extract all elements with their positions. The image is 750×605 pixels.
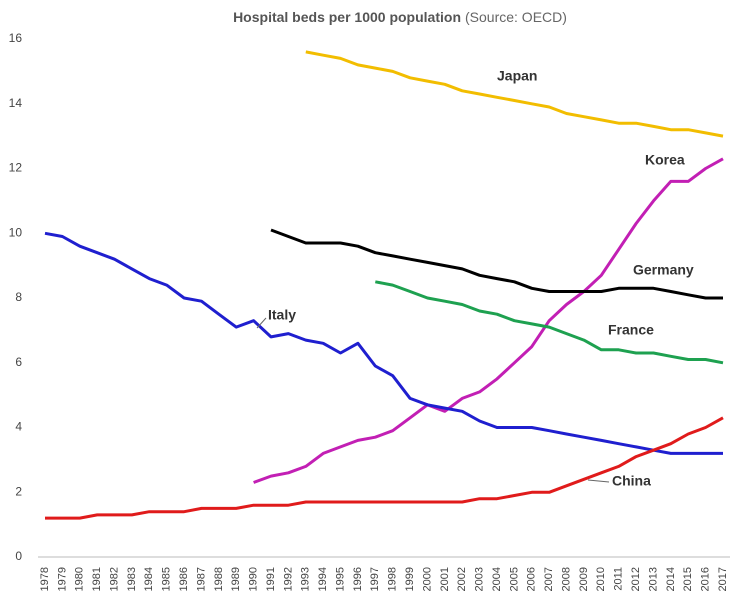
x-tick-label: 1999 [404, 567, 416, 591]
series-line [375, 280, 724, 365]
x-tick-label: 1978 [39, 567, 51, 591]
y-tick-label: 12 [9, 161, 23, 175]
x-tick-label: 1992 [282, 567, 294, 591]
x-tick-label: 2013 [647, 567, 659, 591]
x-tick-label: 1997 [369, 567, 381, 591]
series-line [44, 231, 723, 455]
y-tick-label: 2 [15, 484, 22, 498]
x-tick-label: 2017 [717, 567, 729, 591]
series-label: Japan [497, 68, 537, 84]
x-tick-label: 2016 [700, 567, 712, 591]
series-line [45, 416, 724, 520]
series-label: Germany [633, 262, 694, 278]
y-tick-label: 16 [9, 31, 23, 45]
chart-title-group: Hospital beds per 1000 population (Source… [233, 9, 567, 25]
x-tick-label: 2014 [665, 567, 677, 591]
x-tick-label: 1996 [352, 567, 364, 591]
x-tick-label: 2011 [613, 567, 625, 591]
x-tick-label: 2005 [508, 567, 520, 591]
series-label: France [608, 322, 654, 338]
x-tick-label: 1998 [387, 567, 399, 591]
x-tick-label: 2012 [630, 567, 642, 591]
x-tick-label: 1980 [74, 567, 86, 591]
x-tick-label: 1991 [265, 567, 277, 591]
x-tick-label: 2015 [682, 567, 694, 591]
y-tick-label: 6 [15, 355, 22, 369]
x-tick-label: 1995 [334, 567, 346, 591]
x-tick-label: 1988 [213, 567, 225, 591]
label-leader [256, 317, 267, 329]
series-line [270, 228, 723, 300]
x-tick-label: 1982 [108, 567, 120, 591]
x-tick-label: 2004 [491, 567, 503, 591]
series-label: Italy [268, 307, 296, 323]
x-tick-label: 2006 [526, 567, 538, 591]
x-tick-label: 1993 [300, 567, 312, 591]
y-tick-label: 8 [15, 290, 22, 304]
label-leader [587, 479, 610, 483]
x-tick-label: 2010 [595, 567, 607, 591]
x-tick-label: 2002 [456, 567, 468, 591]
x-tick-label: 1989 [230, 567, 242, 591]
chart-title: Hospital beds per 1000 population [233, 9, 461, 25]
x-tick-label: 1983 [126, 567, 138, 591]
x-tick-label: 2008 [560, 567, 572, 591]
x-tick-label: 1990 [248, 567, 260, 591]
series-label: China [612, 473, 651, 489]
x-tick-label: 2001 [439, 567, 451, 591]
x-tick-label: 1986 [178, 567, 190, 591]
y-tick-label: 4 [15, 420, 22, 434]
x-tick-label: 2000 [421, 567, 433, 591]
series-label: Korea [645, 152, 685, 168]
x-tick-label: 1985 [161, 567, 173, 591]
x-tick-label: 2007 [543, 567, 555, 591]
y-tick-label: 14 [9, 96, 23, 110]
x-tick-label: 1981 [91, 567, 103, 591]
chart-source: (Source: OECD) [465, 9, 567, 25]
y-tick-label: 0 [15, 549, 22, 563]
x-tick-label: 1984 [143, 567, 155, 591]
x-tick-label: 2003 [474, 567, 486, 591]
x-tick-label: 1994 [317, 567, 329, 591]
series-line [305, 50, 724, 138]
series-line [253, 157, 724, 484]
x-tick-label: 1987 [195, 567, 207, 591]
x-tick-label: 1979 [56, 567, 68, 591]
y-tick-label: 10 [9, 225, 23, 239]
x-tick-label: 2009 [578, 567, 590, 591]
